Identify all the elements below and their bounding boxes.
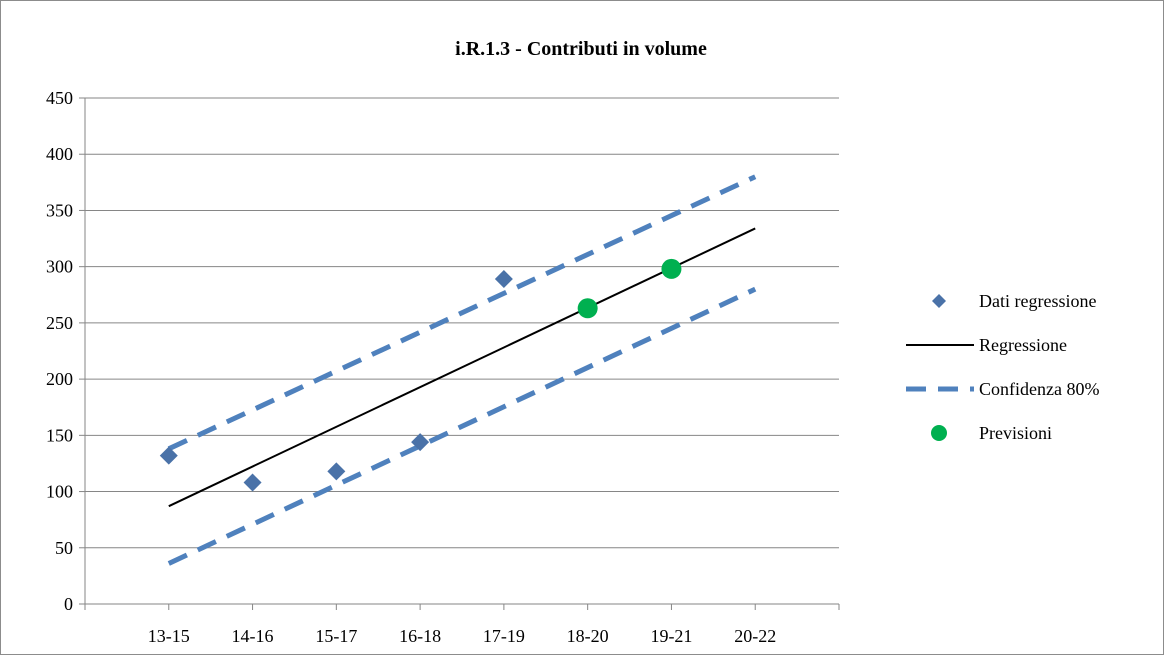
y-tick-label: 250 bbox=[46, 313, 73, 333]
y-tick-label: 450 bbox=[46, 88, 73, 108]
x-tick-labels: 13-15 14-16 15-17 16-18 17-19 18-20 19-21 20-22 bbox=[148, 626, 776, 646]
x-tick-label: 20-22 bbox=[734, 626, 776, 646]
legend-label: Confidenza 80% bbox=[979, 379, 1099, 399]
legend-label: Dati regressione bbox=[979, 291, 1096, 311]
legend-marker-diamond bbox=[932, 294, 946, 308]
x-tick-label: 18-20 bbox=[567, 626, 609, 646]
y-tick-label: 150 bbox=[46, 425, 73, 445]
data-point bbox=[411, 433, 430, 452]
data-point bbox=[494, 270, 513, 289]
x-tick-label: 14-16 bbox=[232, 626, 274, 646]
data-point bbox=[159, 446, 178, 465]
confidence-upper-line bbox=[167, 174, 757, 452]
x-tick-label: 17-19 bbox=[483, 626, 525, 646]
legend-marker-circle bbox=[931, 425, 947, 441]
y-tick-label: 50 bbox=[55, 538, 73, 558]
x-tick-label: 13-15 bbox=[148, 626, 190, 646]
legend-label: Regressione bbox=[979, 335, 1067, 355]
data-point bbox=[327, 462, 346, 481]
x-tick-label: 15-17 bbox=[315, 626, 357, 646]
legend-label: Previsioni bbox=[979, 423, 1052, 443]
grid-lines bbox=[85, 97, 839, 549]
series-layer bbox=[159, 174, 757, 566]
y-tick-label: 100 bbox=[46, 482, 73, 502]
x-tick-label: 19-21 bbox=[650, 626, 692, 646]
legend: Dati regressione Regressione Confidenza 80… bbox=[906, 291, 1099, 443]
regression-line bbox=[168, 227, 756, 508]
y-tick-label: 200 bbox=[46, 369, 73, 389]
data-point bbox=[243, 473, 262, 492]
axes bbox=[79, 97, 840, 610]
x-tick-label: 16-18 bbox=[399, 626, 441, 646]
y-tick-label: 0 bbox=[64, 594, 73, 614]
y-tick-labels: 0 50 100 150 200 250 300 350 400 450 bbox=[46, 88, 73, 614]
chart-title: i.R.1.3 - Contributi in volume bbox=[455, 38, 707, 60]
confidence-lower-line bbox=[167, 286, 757, 566]
y-tick-label: 400 bbox=[46, 144, 73, 164]
forecast-point bbox=[661, 258, 682, 279]
y-tick-label: 350 bbox=[46, 200, 73, 220]
forecast-point bbox=[577, 298, 598, 319]
y-tick-label: 300 bbox=[46, 257, 73, 277]
